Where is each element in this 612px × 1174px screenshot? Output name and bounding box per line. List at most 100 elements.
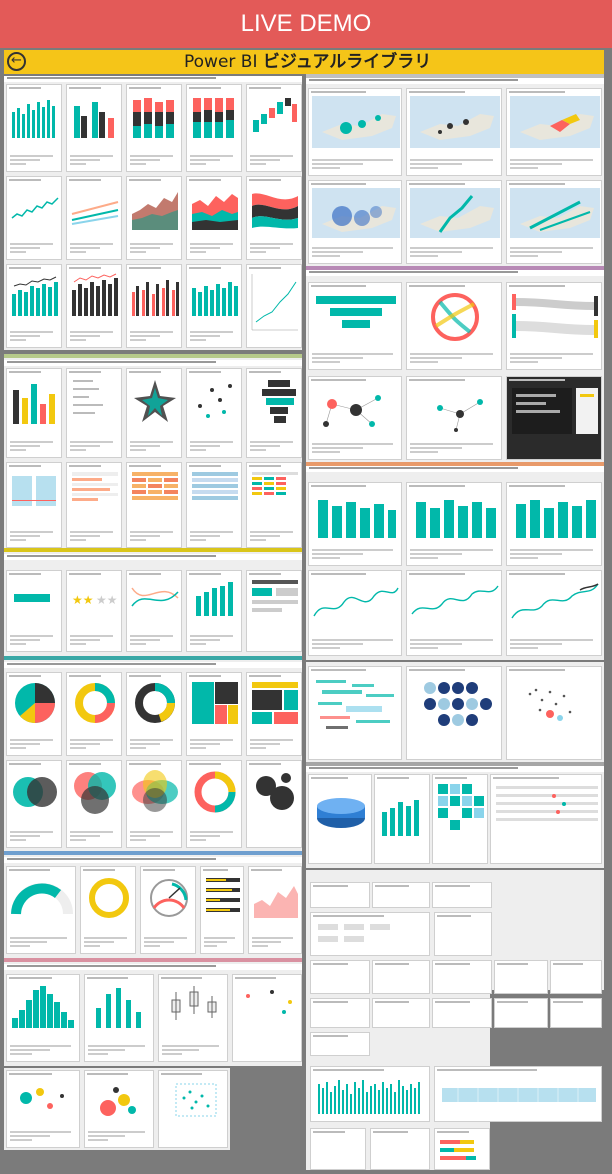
visual-tile-force-graph[interactable]	[406, 376, 502, 460]
visual-tile-radial-gauge[interactable]	[80, 866, 136, 954]
visual-tile-network-graph[interactable]	[308, 376, 402, 460]
visual-tile-radial-donut[interactable]	[186, 760, 242, 848]
slicer-range-1[interactable]	[310, 998, 370, 1028]
visual-tile-multi-line[interactable]	[66, 176, 122, 260]
visual-tile-column-slim[interactable]	[374, 774, 430, 864]
visual-tile-matrix-heat[interactable]	[126, 462, 182, 548]
visual-tile-table-conditional[interactable]	[246, 462, 302, 548]
slicer-dropdown-2[interactable]	[372, 882, 430, 908]
visual-tile-custom-dark[interactable]	[506, 376, 602, 460]
visual-tile-chiclet[interactable]	[6, 462, 62, 548]
visual-tile-box-whisker[interactable]	[158, 974, 228, 1062]
visual-tile-line-chart[interactable]	[6, 176, 62, 260]
visual-tile-map-route[interactable]	[406, 180, 502, 264]
visual-tile-stacked-area[interactable]	[186, 176, 242, 260]
visual-tile-word-cloud[interactable]	[308, 666, 402, 760]
slicer-range-4[interactable]	[494, 998, 548, 1028]
slicer-range-5[interactable]	[550, 998, 602, 1028]
visual-tile-ribbon-chart[interactable]	[246, 176, 302, 260]
visual-tile-stacked-bar-mini[interactable]	[434, 1128, 490, 1170]
visual-tile-report-grid[interactable]	[246, 570, 302, 652]
slicer-small-1[interactable]	[310, 1032, 370, 1056]
visual-tile-liquid-fill[interactable]	[308, 774, 372, 864]
visual-tile-stacked-column[interactable]	[126, 84, 182, 172]
visual-tile-table-sparkline[interactable]	[66, 462, 122, 548]
slicer-slider-3[interactable]	[432, 960, 492, 994]
visual-tile-chord-diagram[interactable]	[406, 282, 502, 370]
ribbon-chart-thumbnail	[252, 193, 298, 229]
visual-tile-scatter-sparse[interactable]	[232, 974, 302, 1062]
visual-tile-donut-chart[interactable]	[66, 672, 122, 756]
visual-tile-dial-gauge[interactable]	[140, 866, 196, 954]
visual-tile-column-wide-1[interactable]	[308, 482, 402, 566]
visual-tile-venn-2[interactable]	[6, 760, 62, 848]
visual-tile-line-wave-1[interactable]	[308, 570, 402, 656]
visual-tile-pie-chart[interactable]	[6, 672, 62, 756]
visual-tile-bubble-dark[interactable]	[246, 760, 302, 848]
visual-tile-bubble-color[interactable]	[84, 1070, 154, 1148]
visual-tile-bubble-scatter[interactable]	[6, 1070, 80, 1148]
visual-tile-venn-4[interactable]	[126, 760, 182, 848]
visual-tile-histogram-sparse[interactable]	[84, 974, 154, 1062]
visual-tile-scatter-line[interactable]	[246, 264, 302, 348]
visual-tile-line-column-combo[interactable]	[6, 264, 62, 348]
slicer-dropdown-3[interactable]	[432, 882, 492, 908]
slicer-slider-4[interactable]	[494, 960, 548, 994]
visual-tile-sankey[interactable]	[506, 282, 602, 370]
visual-tile-clustered-column[interactable]	[66, 84, 122, 172]
visual-tile-area-chart[interactable]	[126, 176, 182, 260]
slicer-slider-2[interactable]	[372, 960, 430, 994]
visual-tile-column-wide-3[interactable]	[506, 482, 602, 566]
visual-tile-column-with-line[interactable]	[186, 264, 242, 348]
visual-tile-map-bubble[interactable]	[308, 88, 402, 176]
visual-tile-card-area[interactable]	[248, 866, 302, 954]
visual-tile-map-filled[interactable]	[406, 88, 502, 176]
back-arrow-icon[interactable]: ←	[7, 52, 26, 71]
visual-tile-line-wave-2[interactable]	[406, 570, 502, 656]
visual-tile-column-wide-2[interactable]	[406, 482, 502, 566]
visual-tile-donut-dark[interactable]	[126, 672, 182, 756]
visual-tile-column-simple[interactable]	[186, 570, 242, 652]
slicer-range-3[interactable]	[432, 998, 492, 1028]
visual-tile-timeline-bars[interactable]	[310, 1066, 430, 1122]
slicer-dropdown-1[interactable]	[310, 882, 370, 908]
visual-tile-treemap-dark[interactable]	[246, 672, 302, 756]
visual-tile-heat-grid[interactable]	[432, 774, 488, 864]
visual-tile-treemap[interactable]	[186, 672, 242, 756]
slicer-slider-5[interactable]	[550, 960, 602, 994]
visual-tile-funnel[interactable]	[308, 282, 402, 370]
visual-tile-funnel-bars[interactable]	[246, 368, 302, 458]
visual-tile-map-shape[interactable]	[506, 88, 602, 176]
visual-tile-checkbox-list[interactable]	[370, 1128, 430, 1170]
visual-tile-histogram[interactable]	[6, 974, 80, 1062]
visual-tile-waterfall[interactable]	[246, 84, 302, 172]
visual-tile-line-wave-3[interactable]	[506, 570, 602, 656]
visual-tile-kpi-bar[interactable]	[6, 570, 62, 652]
visual-tile-map-flow[interactable]	[506, 180, 602, 264]
visual-tile-line-clustered-column[interactable]	[126, 264, 182, 348]
slicer-slider-1[interactable]	[310, 960, 370, 994]
visual-tile-star-rating[interactable]: ★★ ★★	[66, 570, 122, 652]
visual-tile-bullet-list[interactable]	[66, 368, 122, 458]
visual-tile-bullet-chart[interactable]	[200, 866, 244, 954]
visual-tile-dot-matrix[interactable]	[406, 666, 502, 760]
visual-tile-scatter-cluster-big[interactable]	[506, 666, 602, 760]
visual-tile-spline[interactable]	[126, 570, 182, 652]
visual-tile-gauge[interactable]	[6, 866, 76, 954]
visual-tile-radar-chart[interactable]	[126, 368, 182, 458]
visual-tile-scatter-cluster[interactable]	[158, 1070, 228, 1148]
visual-tile-dot-plot[interactable]	[186, 368, 242, 458]
visual-tile-timeline-slider[interactable]	[434, 1066, 602, 1122]
visual-tile-column-chart[interactable]	[6, 84, 62, 172]
slicer-range-2[interactable]	[372, 998, 430, 1028]
visual-tile-matrix-blue[interactable]	[186, 462, 242, 548]
visual-tile-gantt-list[interactable]	[490, 774, 602, 864]
slicer-list-1[interactable]	[310, 912, 430, 956]
visual-tile-venn-3[interactable]	[66, 760, 122, 848]
visual-tile-attribute-list[interactable]	[310, 1128, 366, 1170]
visual-tile-100-stacked-column[interactable]	[186, 84, 242, 172]
visual-tile-bar-chart-colors[interactable]	[6, 368, 62, 458]
slicer-list-2[interactable]	[434, 912, 492, 956]
visual-tile-map-heat[interactable]	[308, 180, 402, 264]
visual-tile-line-stacked-column[interactable]	[66, 264, 122, 348]
